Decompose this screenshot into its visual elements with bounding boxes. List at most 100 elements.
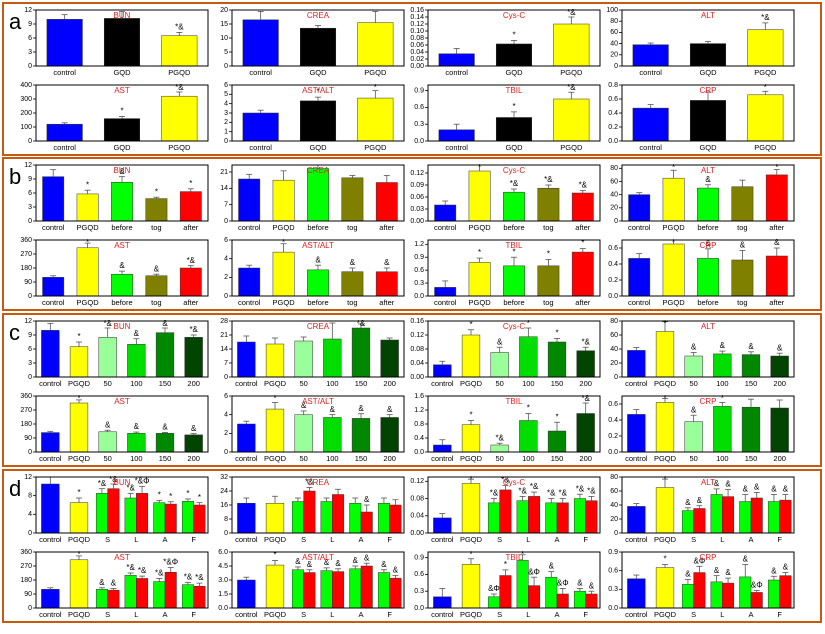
x-tick-label: control [235, 454, 258, 463]
x-tick-label: PGQD [68, 454, 91, 463]
bar [265, 343, 285, 378]
significance-label: & [111, 579, 117, 588]
significance-label: & [335, 559, 341, 568]
bar [468, 170, 491, 222]
y-tick-label: 0 [28, 374, 32, 381]
y-tick-label: 0.14 [410, 14, 424, 21]
significance-label: *& [579, 181, 588, 190]
x-tick-label: F [191, 535, 196, 544]
bar [237, 423, 256, 453]
significance-label: * [86, 238, 89, 247]
bar [41, 589, 60, 609]
significance-label: *& [126, 483, 135, 492]
y-tick-label: 40 [610, 40, 618, 47]
bar [377, 503, 390, 534]
y-tick-label: 6 [28, 190, 32, 197]
y-tick-label: 0.6 [608, 96, 618, 103]
bar [689, 100, 727, 142]
x-tick-label: S [497, 535, 502, 544]
significance-label: *& [109, 475, 118, 484]
significance-label: & [725, 480, 731, 489]
x-tick-label: control [235, 379, 258, 388]
bar [713, 353, 732, 378]
significance-label: * [672, 163, 675, 172]
y-tick-label: 8 [224, 516, 228, 523]
bar [294, 414, 313, 453]
y-tick-label: 0 [28, 293, 32, 300]
bar [765, 174, 788, 222]
x-tick-label: S [691, 610, 696, 619]
bar [184, 434, 203, 453]
bar [349, 568, 362, 609]
bar [547, 430, 567, 453]
x-tick-label: L [526, 535, 530, 544]
bar [69, 559, 89, 609]
bar [628, 194, 651, 222]
bar [681, 584, 694, 609]
chart-title: TBIL [506, 241, 523, 250]
bar [547, 341, 567, 378]
y-tick-label: 21 [220, 332, 228, 339]
bar [238, 267, 261, 297]
bar [519, 420, 538, 453]
panel-frame [2, 469, 822, 623]
bar [519, 336, 538, 378]
significance-label: & [697, 496, 703, 505]
bar [272, 179, 295, 222]
y-tick-label: 0.08 [410, 35, 424, 42]
x-tick-label: 200 [579, 379, 592, 388]
x-tick-label: control [249, 143, 272, 152]
chart-title: CRP [700, 86, 717, 95]
x-tick-label: A [748, 535, 753, 544]
chart-title: AST [114, 553, 130, 562]
x-tick-label: control [235, 535, 258, 544]
y-tick-label: 0.6 [608, 568, 618, 575]
x-tick-label: A [358, 610, 363, 619]
x-tick-label: PGQD [264, 379, 287, 388]
significance-label: & [315, 255, 321, 264]
plot-frame [231, 164, 405, 222]
significance-label: * [186, 489, 189, 498]
bar [320, 570, 333, 609]
panel-label: c [9, 320, 20, 345]
y-tick-label: 6 [224, 393, 228, 400]
significance-label: & [725, 568, 731, 577]
significance-label: & [748, 342, 754, 351]
chart-title: AST/ALT [302, 553, 334, 562]
significance-label: & [364, 495, 370, 504]
bar [681, 510, 694, 534]
y-tick-label: 0 [614, 63, 618, 70]
significance-label: *& [544, 175, 553, 184]
bar [69, 402, 89, 453]
bar [739, 501, 752, 534]
x-tick-label: control [53, 68, 76, 77]
bar [155, 332, 175, 378]
x-tick-label: PGQD [754, 143, 777, 152]
significance-label: * [273, 551, 276, 560]
bar [750, 592, 763, 609]
y-tick-label: 0 [224, 218, 228, 225]
bar [291, 569, 304, 609]
x-tick-label: after [379, 298, 395, 307]
x-tick-label: PGQD [264, 535, 287, 544]
bar [779, 499, 792, 534]
bar [438, 129, 475, 142]
significance-label: & [393, 565, 399, 574]
significance-label: & [740, 241, 746, 250]
bar [238, 178, 261, 222]
y-tick-label: 0.09 [410, 182, 424, 189]
significance-label: *& [587, 486, 596, 495]
bar [265, 408, 285, 453]
significance-label: * [77, 332, 80, 341]
x-tick-label: F [191, 610, 196, 619]
y-tick-label: 0.06 [410, 194, 424, 201]
bar [662, 177, 685, 222]
chart-title: CREA [307, 478, 330, 487]
y-tick-label: 60 [610, 178, 618, 185]
chart-title: Cys-C [503, 478, 525, 487]
x-tick-label: 100 [522, 379, 535, 388]
y-tick-label: 4 [224, 256, 228, 263]
bar [69, 346, 89, 378]
y-tick-label: 0.00 [410, 530, 424, 537]
bar [528, 585, 541, 609]
